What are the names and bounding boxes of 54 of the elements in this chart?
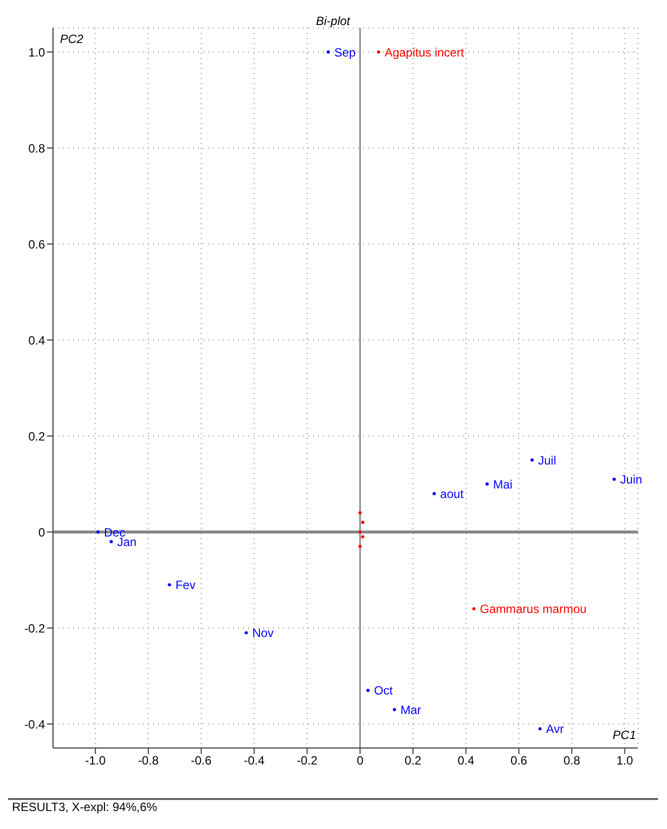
point: [538, 727, 542, 730]
x-tick-label: -0.6: [190, 754, 212, 768]
point: [472, 607, 476, 610]
chart-title: Bi-plot: [314, 14, 352, 28]
point: [486, 482, 489, 486]
x-axis-title: PC1: [612, 728, 636, 742]
point: [361, 520, 364, 524]
point: [168, 583, 172, 586]
text: RESULT3, X-expl: 94%,6%: [8, 798, 658, 814]
y-axis-title: PC2: [60, 32, 84, 46]
x-tick-label: -0.8: [138, 754, 159, 768]
y-tick-label: -0.2: [24, 621, 46, 636]
annotation: Nov: [252, 626, 274, 640]
point: [366, 688, 370, 692]
y-tick-label: 0.6: [28, 237, 46, 252]
point: [358, 530, 362, 534]
y-tick-label: 0.2: [28, 429, 46, 444]
annotation: Juil: [538, 453, 556, 468]
point: [361, 535, 364, 538]
point: [392, 708, 396, 712]
y-tick-label: -0.4: [24, 717, 46, 732]
annotation: Fev: [175, 578, 196, 592]
annotation: aout: [440, 486, 464, 501]
annotation: Mai: [493, 477, 512, 492]
point: [358, 511, 362, 514]
y-tick-label: 0: [38, 525, 46, 540]
point: [612, 478, 616, 481]
x-tick-label: -0.4: [244, 754, 265, 768]
x-tick-label: 0.6: [510, 754, 528, 768]
point: [358, 544, 362, 548]
point: [96, 530, 100, 534]
y-tick-label: 0.8: [28, 141, 46, 156]
point: [530, 458, 534, 462]
annotation: Avr: [546, 722, 564, 736]
point: [110, 540, 113, 544]
x-tick-label: -1.0: [85, 754, 106, 768]
x-tick-label: 0: [356, 754, 364, 768]
annotation: Sep: [334, 45, 356, 60]
x-tick-label: 0.8: [563, 754, 580, 768]
point: [244, 631, 248, 634]
point: [376, 50, 380, 54]
annotation: Mar: [400, 702, 422, 717]
annotation: Gammarus marmou: [480, 602, 587, 616]
x-tick-label: 0.2: [404, 754, 422, 768]
x-tick-label: 0.4: [458, 754, 475, 768]
point: [326, 50, 330, 54]
x-tick-label: -0.2: [296, 754, 318, 768]
y-tick-label: 0.4: [28, 333, 46, 348]
point: [432, 492, 436, 496]
x-tick-label: 1.0: [616, 754, 634, 768]
annotation: Agapitus incert: [384, 45, 465, 60]
y-tick-label: 1.0: [28, 45, 46, 60]
annotation: Oct: [374, 684, 394, 698]
annotation: Juin: [620, 472, 642, 486]
